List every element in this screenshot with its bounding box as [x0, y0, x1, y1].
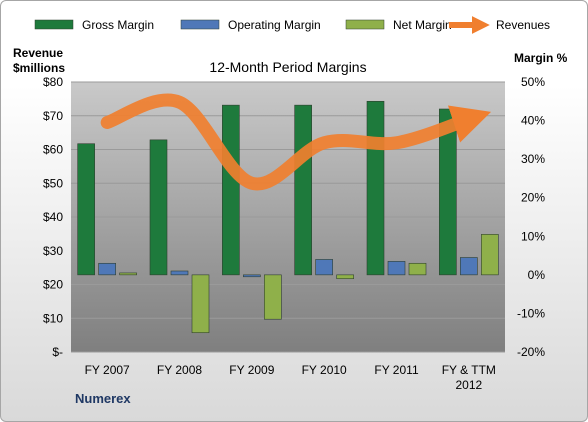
left-tick-label: $10	[43, 311, 63, 325]
operating-margin-bar	[98, 262, 116, 276]
left-tick-label: $70	[43, 109, 63, 123]
right-tick-label: 20%	[521, 191, 545, 205]
gridlines	[71, 81, 505, 353]
left-tick-label: $20	[43, 278, 63, 292]
net-margin-bar	[264, 274, 282, 320]
revenue-line-path	[100, 93, 492, 191]
operating-margin-bar	[170, 270, 189, 276]
right-tick-label: 10%	[521, 229, 545, 243]
legend-label: Revenues	[496, 18, 550, 32]
category-label: FY 2008	[157, 363, 202, 377]
net-margin-bar	[191, 274, 210, 334]
company-footer: Numerex	[75, 391, 131, 406]
category-label: FY 2010	[302, 363, 347, 377]
operating-margin-bar	[387, 261, 406, 276]
left-axis-title-line2: $millions	[13, 61, 65, 75]
category-label: FY 2009	[229, 363, 274, 377]
category-labels: FY 2007 FY 2008 FY 2009 FY 2010 FY 2011 FY & …	[85, 363, 496, 392]
gross-margin-bar	[294, 104, 312, 276]
left-axis-ticks: $- $10 $20 $30 $40 $50 $60 $70 $80	[43, 75, 63, 359]
category-label: FY 2011	[374, 363, 419, 377]
left-axis-title-line1: Revenue	[13, 46, 63, 60]
left-tick-label: $60	[43, 143, 63, 157]
legend-swatch	[345, 19, 385, 30]
right-tick-label: 50%	[521, 75, 545, 89]
category-label: FY 2007	[85, 363, 130, 377]
gross-margin-bar	[439, 108, 457, 276]
net-margin-bar	[481, 234, 499, 276]
legend-swatch	[180, 19, 220, 30]
category-label: FY & TTM	[442, 363, 496, 377]
operating-margin-bar	[460, 257, 478, 276]
net-margin-bar	[119, 272, 137, 276]
net-margin-bar	[336, 274, 354, 280]
left-tick-label: $30	[43, 244, 63, 258]
right-axis-ticks: -20% -10% 0% 10% 20% 30% 40% 50%	[517, 75, 545, 359]
legend-label: Operating Margin	[228, 18, 321, 32]
chart-title: 12-Month Period Margins	[209, 59, 366, 75]
right-axis-title: Margin %	[514, 51, 568, 65]
gross-margin-bar	[366, 100, 385, 276]
legend-label: Gross Margin	[82, 18, 154, 32]
right-tick-label: 40%	[521, 114, 545, 128]
gross-margin-bar	[222, 104, 240, 276]
right-tick-label: 30%	[521, 152, 545, 166]
operating-margin-bar	[315, 259, 333, 276]
right-tick-label: -10%	[517, 306, 545, 320]
legend-swatch	[34, 19, 74, 30]
left-tick-label: $50	[43, 176, 63, 190]
operating-margin-bar	[243, 274, 261, 278]
gross-margin-bar	[149, 139, 168, 276]
left-tick-label: $-	[52, 345, 63, 359]
legend: Gross Margin Operating Margin Net Margin Re…	[34, 16, 550, 34]
left-tick-label: $40	[43, 210, 63, 224]
right-tick-label: -20%	[517, 345, 545, 359]
net-margin-bar	[408, 262, 427, 276]
gross-margin-bar	[77, 143, 95, 276]
right-tick-label: 0%	[528, 268, 546, 282]
category-label: 2012	[455, 378, 482, 392]
revenue-line	[100, 93, 492, 191]
legend-label: Net Margin	[393, 18, 452, 32]
left-tick-label: $80	[43, 75, 63, 89]
